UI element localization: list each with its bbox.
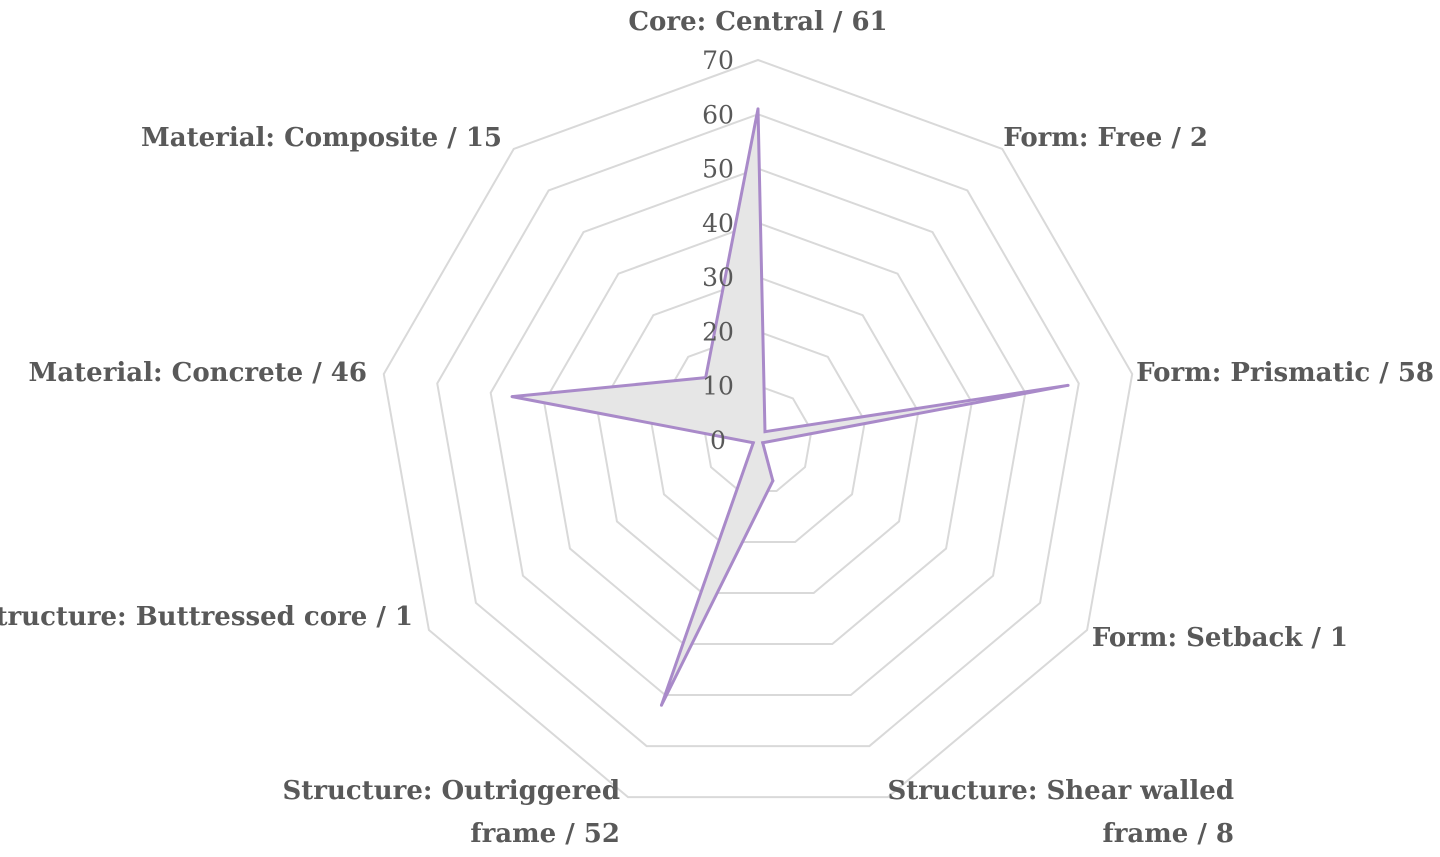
data-point [659,703,663,707]
data-point [704,376,708,380]
series-area [511,108,1069,706]
grid-ring [543,221,973,646]
category-label: Structure: Buttressed core / 1 [0,602,413,632]
data-point [771,479,775,483]
radar-series [510,107,1070,707]
radar-grid [382,58,1134,799]
data-point [751,441,755,445]
data-point [756,107,760,111]
category-label: Material: Composite / 15 [141,123,502,153]
category-label: Form: Free / 2 [1003,123,1208,153]
tick-label: 30 [702,263,734,292]
tick-label: 70 [702,46,734,75]
data-point [763,430,767,434]
category-label: Form: Prismatic / 58 [1136,358,1434,388]
grid-ring [382,58,1134,799]
category-label: Structure: Shear walled frame / 8 [887,776,1234,849]
tick-label: 60 [702,100,734,129]
data-point [1066,383,1070,387]
category-label: Form: Setback / 1 [1092,623,1348,653]
tick-label: 0 [710,426,726,455]
tick-label: 10 [702,372,734,401]
grid-ring [596,276,920,595]
tick-label: 50 [702,155,734,184]
data-point [510,395,514,399]
tick-label: 40 [702,209,734,238]
category-label: Core: Central / 61 [628,7,887,37]
category-labels: Core: Central / 61 Form: Free / 2 Form: Pr… [0,7,1434,849]
grid-ring [436,113,1080,748]
tick-label: 20 [702,317,734,346]
category-label: Material: Concrete / 46 [29,358,367,388]
data-point [761,441,765,445]
radial-tick-labels: 0 10 20 30 40 50 60 70 [702,46,734,455]
category-label: Structure: Outriggered frame / 52 [283,776,620,849]
grid-ring [489,167,1027,697]
